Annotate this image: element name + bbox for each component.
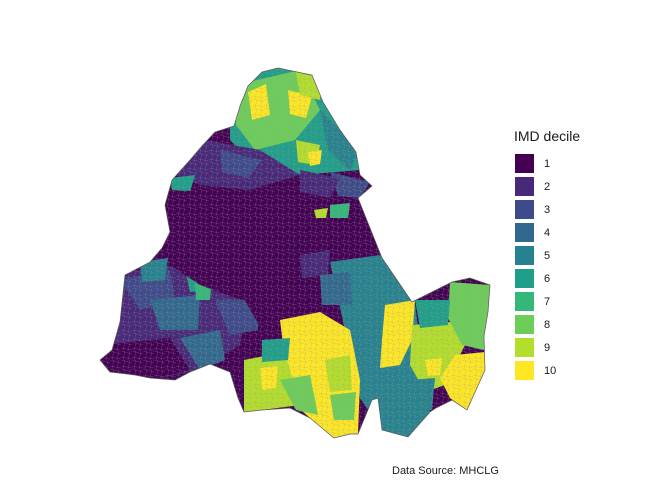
legend-swatch xyxy=(514,199,535,220)
legend-item: 7 xyxy=(514,290,634,313)
legend-title: IMD decile xyxy=(514,128,581,144)
legend-swatch xyxy=(514,291,535,312)
legend-items: 1 2 3 4 5 6 7 8 9 10 xyxy=(514,152,634,382)
legend-swatch xyxy=(514,245,535,266)
legend-item: 9 xyxy=(514,336,634,359)
legend-label: 8 xyxy=(544,318,551,331)
legend-swatch xyxy=(514,314,535,335)
legend-item: 10 xyxy=(514,359,634,382)
legend-swatch xyxy=(514,360,535,381)
legend-label: 2 xyxy=(544,180,551,193)
legend-label: 10 xyxy=(544,364,557,377)
legend-label: 4 xyxy=(544,226,551,239)
legend-item: 5 xyxy=(514,244,634,267)
legend: IMD decile 1 2 3 4 5 6 7 8 9 10 xyxy=(514,128,634,382)
legend-label: 5 xyxy=(544,249,551,262)
legend-swatch xyxy=(514,153,535,174)
legend-label: 1 xyxy=(544,157,551,170)
legend-swatch xyxy=(514,222,535,243)
legend-label: 9 xyxy=(544,341,551,354)
legend-label: 7 xyxy=(544,295,551,308)
legend-swatch xyxy=(514,176,535,197)
legend-item: 1 xyxy=(514,152,634,175)
legend-swatch xyxy=(514,337,535,358)
legend-item: 8 xyxy=(514,313,634,336)
legend-item: 4 xyxy=(514,221,634,244)
data-source-caption: Data Source: MHCLG xyxy=(392,465,499,477)
legend-item: 2 xyxy=(514,175,634,198)
legend-label: 6 xyxy=(544,272,551,285)
legend-swatch xyxy=(514,268,535,289)
legend-item: 6 xyxy=(514,267,634,290)
lsoa-boundaries xyxy=(100,68,490,438)
legend-label: 3 xyxy=(544,203,551,216)
legend-item: 3 xyxy=(514,198,634,221)
